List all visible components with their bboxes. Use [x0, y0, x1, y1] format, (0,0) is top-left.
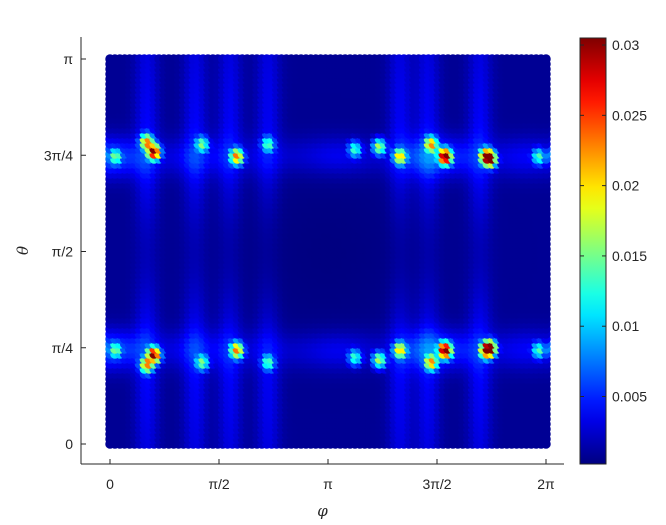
heatmap-cells: [105, 54, 551, 449]
